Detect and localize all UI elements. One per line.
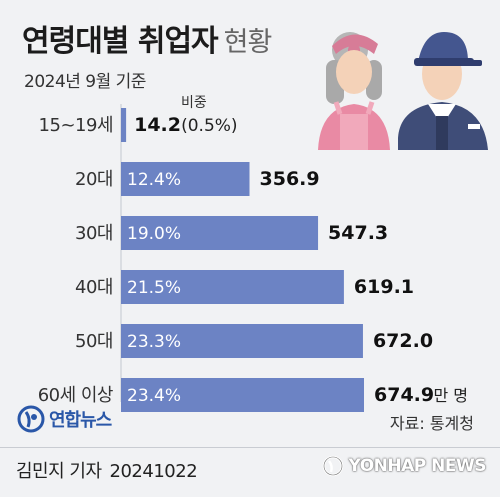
- value-label-3: 619.1: [354, 276, 414, 298]
- reporter-name: 김민지 기자: [16, 461, 102, 482]
- share-label-0: (0.5%): [181, 116, 237, 136]
- share-label-5: 23.4%: [127, 386, 181, 406]
- category-label-0: 15~19세: [39, 115, 113, 136]
- bar-1: [121, 162, 250, 196]
- category-label-2: 30대: [75, 223, 113, 244]
- workers-illustration: [318, 32, 488, 150]
- share-label-4: 23.3%: [127, 332, 181, 352]
- elderly-woman-icon: [318, 32, 390, 150]
- footer-credit: 김민지 기자 20241022: [16, 457, 198, 483]
- category-label-1: 20대: [75, 169, 113, 190]
- value-label-0: 14.2: [134, 114, 181, 136]
- bar-3: [121, 270, 344, 304]
- publish-date: 20241022: [109, 461, 198, 482]
- data-source: 자료: 통계청: [389, 414, 474, 433]
- chart-title: 연령대별 취업자 현황: [22, 16, 273, 60]
- agency-watermark: YONHAP NEWS: [322, 455, 487, 477]
- category-label-4: 50대: [75, 331, 113, 352]
- title-main: 연령대별 취업자: [22, 24, 219, 59]
- category-label-3: 40대: [75, 277, 113, 298]
- bar-4: [121, 324, 363, 358]
- share-column-label: 비중: [181, 95, 207, 111]
- yonhap-logo: 연합뉴스: [17, 404, 112, 434]
- logo-text: 연합뉴스: [49, 410, 112, 431]
- unit-label: 만 명: [434, 386, 469, 405]
- bar-0: [121, 108, 127, 142]
- agency-logo-icon: [322, 455, 343, 477]
- share-label-2: 19.0%: [127, 224, 181, 244]
- share-label-3: 21.5%: [127, 278, 181, 298]
- bar-series: 15~19세 14.2 (0.5%) 20대 12.4% 356.9 30대 19.0% 547…: [38, 108, 468, 412]
- value-label-5: 674.9: [374, 384, 434, 406]
- value-label-4: 672.0: [373, 330, 433, 352]
- value-label-2: 547.3: [328, 222, 388, 244]
- worker-man-icon: [398, 32, 488, 150]
- value-label-1: 356.9: [260, 168, 320, 190]
- chart-subtitle: 2024년 9월 기준: [24, 72, 146, 92]
- footer-divider: [0, 447, 500, 448]
- share-label-1: 12.4%: [127, 170, 181, 190]
- bar-5: [121, 378, 364, 412]
- title-suffix: 현황: [223, 27, 273, 58]
- category-label-5: 60세 이상: [38, 385, 113, 406]
- yonhap-logo-icon: [17, 405, 45, 433]
- bar-2: [121, 216, 319, 250]
- agency-name: YONHAP NEWS: [348, 456, 487, 476]
